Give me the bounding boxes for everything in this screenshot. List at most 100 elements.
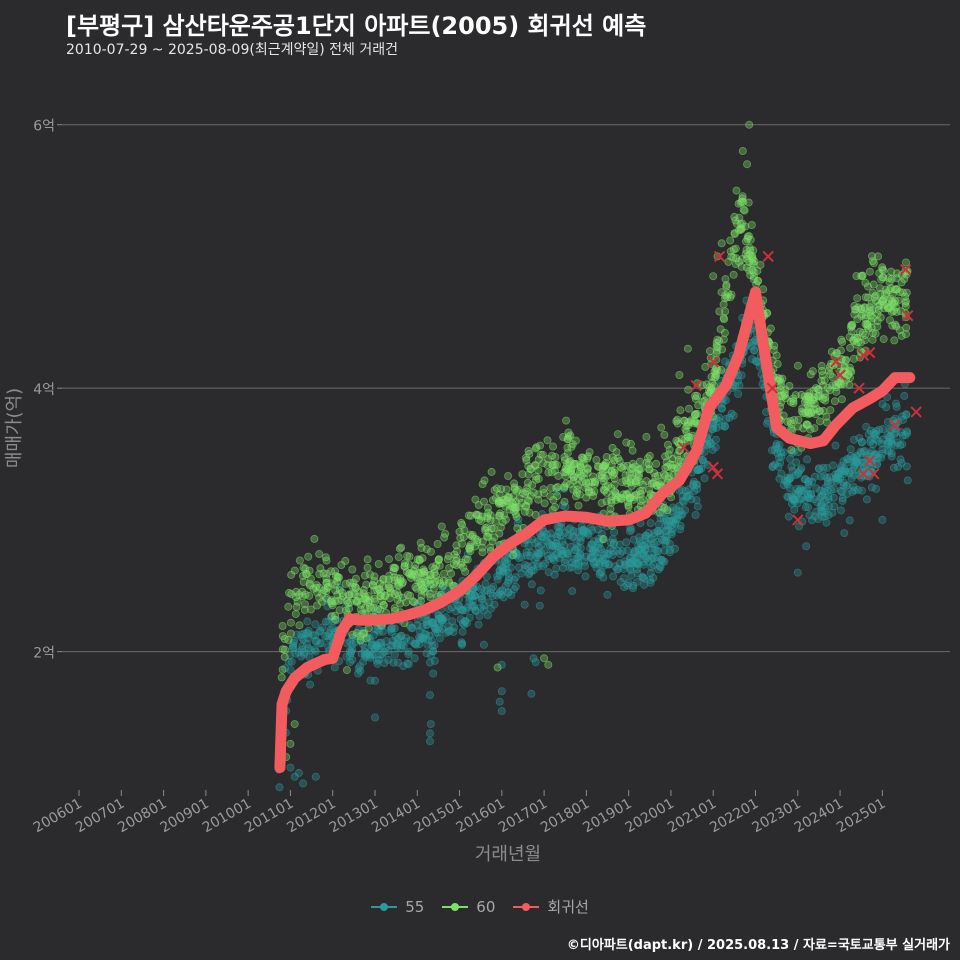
series-60-point — [415, 555, 424, 564]
highlight-x-mark — [863, 454, 876, 467]
series-55-point — [676, 525, 685, 534]
series-55-point — [376, 650, 385, 659]
highlight-x-stroke — [707, 461, 719, 473]
series-55-point — [372, 641, 381, 650]
series-55-point — [626, 527, 635, 536]
series-55-point — [368, 650, 377, 659]
series-55-point — [900, 391, 909, 400]
series-60-point — [567, 442, 576, 451]
series-60-point — [552, 483, 561, 492]
series-60-point — [717, 239, 726, 248]
series-60-point — [683, 344, 692, 353]
series-55-point — [878, 399, 887, 408]
series-55-point — [348, 655, 357, 664]
series-55-point — [800, 496, 809, 505]
legend-item-60[interactable]: 60 — [442, 896, 495, 917]
grid-lines — [62, 124, 950, 653]
series-60-point — [421, 579, 430, 588]
series-60-point — [518, 470, 527, 479]
series-60-point — [531, 510, 540, 519]
series-60-point — [341, 556, 350, 565]
series-60-point — [566, 480, 575, 489]
series-55-point — [619, 574, 628, 583]
series-60-point — [514, 502, 523, 511]
series-60-point — [355, 588, 364, 597]
series-60-point — [417, 591, 426, 600]
series-60-point — [660, 430, 669, 439]
series-60-point — [590, 477, 599, 486]
series-60-point — [789, 396, 798, 405]
highlight-x-stroke — [762, 250, 774, 263]
series-60-point — [496, 523, 505, 532]
series-55-point — [302, 640, 311, 649]
x-axis-label: 거래년월 — [475, 844, 541, 865]
series-60-point — [732, 186, 741, 195]
series-60-point — [376, 591, 385, 600]
highlight-x-stroke — [863, 454, 876, 467]
series-60-point — [634, 465, 643, 474]
series-60-point — [573, 474, 582, 483]
series-55-point — [694, 464, 703, 473]
series-60-point — [534, 490, 543, 499]
series-60-point — [684, 385, 693, 394]
series-60-point — [817, 376, 826, 385]
series-60-point — [597, 498, 606, 507]
series-60-point — [881, 285, 890, 294]
highlight-x-mark — [889, 419, 901, 431]
series-60-point — [573, 485, 582, 494]
series-60-point — [810, 424, 819, 433]
series-55-point — [787, 499, 796, 508]
series-60-point — [278, 622, 287, 631]
series-55-point — [768, 461, 777, 470]
highlighted-trades — [677, 250, 922, 526]
series-60-point — [524, 446, 533, 455]
series-60-point — [284, 602, 293, 611]
series-60-point — [335, 606, 344, 615]
legend-item-55[interactable]: 55 — [371, 896, 424, 917]
series-55-point — [536, 586, 545, 595]
series-60-point — [856, 338, 865, 347]
series-60-point — [290, 720, 299, 729]
series-60-point — [746, 246, 755, 255]
highlight-x-mark — [690, 379, 703, 392]
highlight-x-stroke — [853, 382, 865, 394]
series-55-point — [855, 433, 864, 442]
series-55-point — [311, 647, 320, 656]
series-55-point — [623, 546, 632, 555]
series-55-point — [574, 553, 583, 562]
legend-item-regression[interactable]: 회귀선 — [513, 896, 589, 917]
series-60-point — [433, 540, 442, 549]
series-55-point — [529, 654, 538, 663]
series-60-point — [721, 307, 730, 316]
series-60-point — [599, 535, 608, 544]
series-60-point — [299, 578, 308, 587]
legend-key-regression — [513, 899, 540, 915]
series-60-point — [684, 421, 693, 430]
series-60-point — [480, 476, 489, 485]
series-55-point — [623, 581, 632, 590]
series-60-point — [748, 266, 757, 275]
series-60-point — [716, 325, 725, 334]
series-60-point — [278, 665, 287, 674]
series-60-point — [745, 120, 754, 129]
series-60-point — [642, 458, 651, 467]
series-60-point — [828, 373, 837, 382]
series-60-point — [455, 527, 464, 536]
y-tick-label: 4억 — [33, 382, 55, 398]
series-60-point — [295, 621, 304, 630]
series-60-point — [398, 578, 407, 587]
series-60-point — [661, 463, 670, 472]
series-60-point — [316, 564, 325, 573]
series-55-point — [408, 624, 417, 633]
series-60-point — [490, 486, 499, 495]
series-55-point — [846, 445, 855, 454]
series-55-point — [470, 592, 479, 601]
highlight-x-stroke — [902, 310, 914, 322]
legend-label-60: 60 — [476, 897, 496, 916]
series-55-point — [599, 573, 608, 582]
series-55-point — [529, 566, 538, 575]
series-60-point — [791, 391, 800, 400]
series-55-point — [298, 641, 307, 650]
series-60-point — [645, 485, 654, 494]
series-60-point — [600, 462, 609, 471]
